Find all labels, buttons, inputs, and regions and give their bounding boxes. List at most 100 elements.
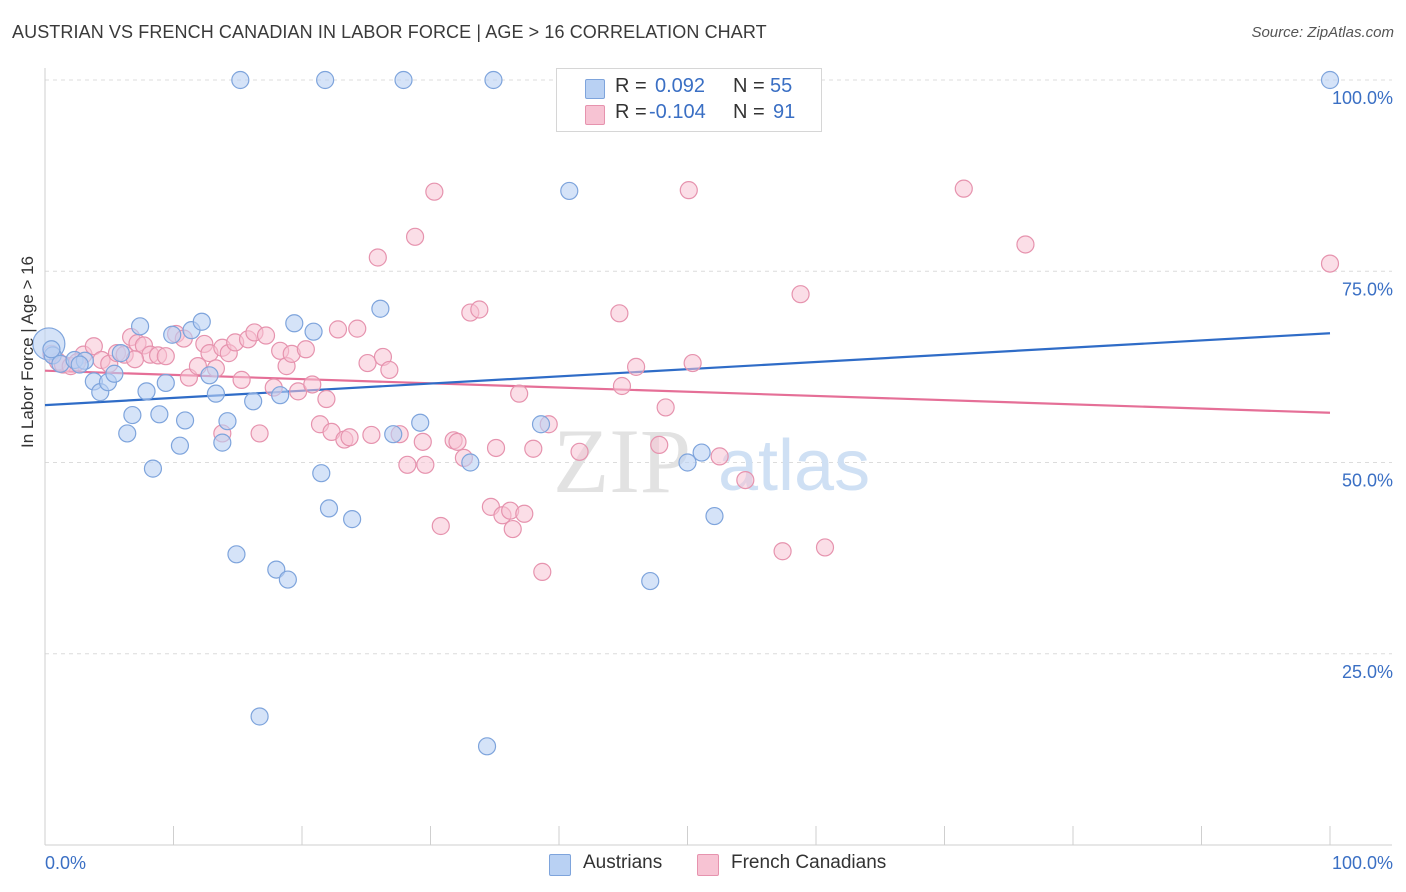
y-tick-label-3: 25.0% [1342, 662, 1393, 682]
french-canadians-point [954, 179, 973, 198]
austrians-point [641, 571, 660, 591]
austrians-point [531, 415, 551, 434]
austrians-point [105, 364, 124, 383]
austrians-point [477, 737, 497, 756]
x-tick-labels: 0.0% 100.0% [45, 853, 1393, 873]
french-canadians-point [610, 304, 629, 323]
legend-row-austrians: R = 0.092 N = 55 [557, 75, 821, 101]
austrians-point [118, 424, 137, 443]
legend-n-label: N = [733, 75, 765, 97]
french-canadians-points [42, 179, 1340, 581]
austrians-point [227, 545, 246, 564]
french-canadians-point [256, 326, 276, 345]
austrians-point [170, 436, 190, 455]
austrians-point [484, 70, 503, 90]
legend-row-french-canadians: R = -0.104 N = 91 [557, 101, 821, 127]
french-canadians-point [736, 470, 755, 490]
french-canadians-point [815, 538, 835, 557]
french-canadians-point [470, 300, 489, 319]
austrians-point [123, 405, 142, 425]
source-label: Source: ZipAtlas.com [1251, 24, 1394, 41]
y-tick-label-1: 75.0% [1342, 279, 1393, 299]
legend-r-label: R = [615, 101, 647, 123]
austrians-point [175, 411, 195, 430]
french-canadians-point [340, 428, 359, 447]
french-canadians-point [425, 182, 444, 201]
french-canadians-point [650, 435, 669, 455]
axes [44, 68, 1392, 846]
austrians-point [394, 70, 413, 90]
french-canadians-point [362, 425, 381, 445]
austrians-points [32, 70, 1340, 756]
austrians-point [206, 384, 226, 403]
austrians-swatch [549, 854, 571, 876]
legend-r-value: 0.092 [655, 75, 706, 97]
french-canadians-point [431, 516, 450, 536]
french-canadians-point [328, 320, 348, 339]
french-canadians-point [368, 248, 387, 267]
austrians-point [343, 510, 362, 529]
french-canadians-point [679, 181, 698, 200]
french-canadians-point [486, 438, 506, 458]
watermark-atlas: atlas [718, 426, 870, 506]
austrians-point [1320, 70, 1340, 90]
french-canadians-legend-label: French Canadians [731, 852, 887, 873]
french-canadians-point [413, 432, 432, 451]
austrians-point [244, 392, 263, 411]
french-canadians-point [773, 542, 792, 561]
french-canadians-point [416, 455, 435, 474]
french-canadians-point [380, 360, 399, 380]
austrians-point [316, 70, 335, 90]
zipatlas-watermark: ZIP atlas [553, 410, 870, 512]
french-canadians-point [156, 347, 175, 366]
french-canadians-point [448, 432, 467, 451]
austrians-point [250, 707, 269, 726]
austrians-point [384, 425, 403, 444]
french-canadians-point [791, 285, 810, 304]
austrians-point [156, 373, 175, 393]
legend-n-label: N = [733, 101, 765, 123]
austrians-legend-label: Austrians [583, 852, 663, 873]
french-canadians-point [503, 519, 522, 539]
french-canadians-point [84, 337, 103, 356]
austrians-point [678, 453, 697, 472]
french-canadians-point [626, 357, 646, 376]
y-axis-label: In Labor Force | Age > 16 [18, 255, 37, 448]
austrians-point [304, 322, 323, 341]
french-canadians-point [710, 447, 729, 466]
legend-n-value: 91 [773, 101, 796, 123]
french-canadians-point [1320, 254, 1340, 273]
watermark-zip: ZIP [553, 410, 691, 512]
x-tick-label-1: 100.0% [1332, 853, 1393, 873]
austrians-point [461, 453, 480, 472]
austrians-point [143, 459, 163, 478]
french-canadians-swatch [585, 105, 605, 125]
y-tick-labels: 100.0% 75.0% 50.0% 25.0% [1332, 88, 1393, 682]
french-canadians-point [250, 424, 269, 443]
french-canadians-point [1016, 235, 1035, 254]
french-canadians-point [348, 319, 367, 338]
y-tick-label-0: 100.0% [1332, 88, 1393, 108]
austrians-point [70, 355, 89, 374]
legend-n-value: 55 [770, 75, 793, 97]
french-canadians-point [533, 562, 552, 581]
french-canadians-point [570, 442, 589, 461]
french-canadians-point [683, 353, 702, 373]
french-canadians-point [612, 376, 632, 396]
french-canadians-point [405, 227, 425, 246]
austrians-point [705, 506, 724, 526]
austrians-point [371, 299, 390, 318]
french-canadians-trend-line [44, 369, 1331, 414]
austrians-point [285, 314, 304, 333]
austrians-swatch [585, 79, 605, 99]
austrians-point [163, 325, 182, 344]
french-canadians-point [656, 398, 675, 417]
austrians-point [231, 70, 250, 90]
austrians-point [271, 386, 290, 405]
french-canadians-point [296, 340, 315, 359]
french-canadians-point [510, 384, 529, 403]
french-canadians-point [515, 504, 534, 523]
austrians-point [692, 443, 711, 462]
austrians-point [319, 499, 339, 518]
